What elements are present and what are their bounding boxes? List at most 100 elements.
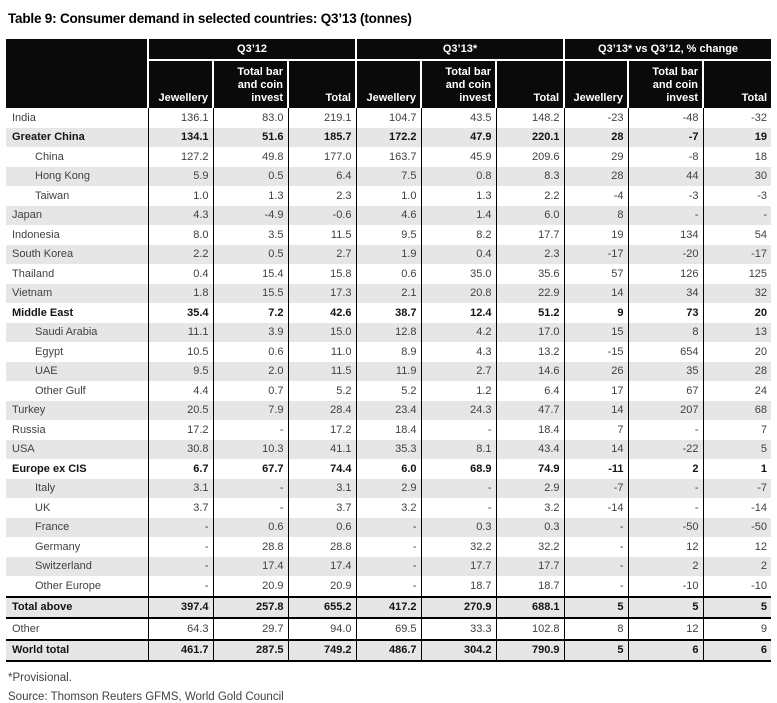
cell: 0.4 — [147, 264, 213, 284]
cell: - — [563, 517, 629, 537]
cell: 57 — [563, 264, 629, 284]
cell: 18.4 — [355, 420, 421, 440]
cell: 2.0 — [212, 361, 288, 381]
footnote-provisional: *Provisional. — [8, 672, 72, 684]
row-label: Russia — [12, 423, 46, 436]
cell: 14.6 — [495, 361, 565, 381]
cell: 8.1 — [420, 439, 496, 459]
cell: 8.9 — [355, 342, 421, 362]
cell: 3.1 — [287, 478, 356, 498]
cell: 68 — [702, 400, 772, 420]
cell: 0.5 — [212, 166, 288, 186]
cell: 43.4 — [495, 439, 565, 459]
cell: 18.7 — [495, 576, 565, 597]
cell: 12.8 — [355, 322, 421, 342]
cell: 20.9 — [212, 576, 288, 597]
cell: 397.4 — [147, 595, 213, 618]
cell: - — [212, 420, 288, 440]
cell: 2.3 — [287, 186, 356, 206]
table-row: Russia 17.2-17.2 18.4-18.4 7-7 — [6, 420, 772, 440]
cell: - — [563, 537, 629, 557]
cell: -7 — [563, 478, 629, 498]
cell: - — [355, 537, 421, 557]
cell: 29 — [563, 147, 629, 167]
cell: 13.2 — [495, 342, 565, 362]
cell: 17.2 — [147, 420, 213, 440]
cell: 35.4 — [147, 303, 213, 323]
row-label: Other — [6, 617, 148, 640]
cell: 11.9 — [355, 361, 421, 381]
cell: 5.9 — [147, 166, 213, 186]
cell: 44 — [627, 166, 704, 186]
cell: 2.2 — [147, 244, 213, 264]
cell: - — [420, 478, 496, 498]
cell: 35.3 — [355, 439, 421, 459]
cell: 64.3 — [147, 617, 213, 640]
table-row: France -0.6 0.6-0.3 0.3- -50 -50 — [6, 517, 772, 537]
cell: 2.9 — [355, 478, 421, 498]
cell: 14 — [563, 439, 629, 459]
cell: 28.4 — [287, 400, 356, 420]
cell: 49.8 — [212, 147, 288, 167]
cell: 7.5 — [355, 166, 421, 186]
consumer-demand-table: Q3’12 Q3’13* Q3’13* vs Q3’12, % change J… — [6, 39, 772, 662]
cell: 5.2 — [355, 381, 421, 401]
cell: 12 — [627, 617, 704, 640]
table-title: Table 9: Consumer demand in selected cou… — [8, 11, 412, 26]
cell: - — [702, 205, 772, 225]
cell: 22.9 — [495, 283, 565, 303]
cell: 4.4 — [147, 381, 213, 401]
cell: - — [627, 498, 704, 518]
cell: 219.1 — [287, 108, 356, 128]
column-header-total: Total — [287, 60, 356, 108]
cell: -15 — [563, 342, 629, 362]
cell: 17.7 — [495, 556, 565, 576]
cell: 0.6 — [355, 264, 421, 284]
cell: 0.8 — [420, 166, 496, 186]
cell: 32.2 — [420, 537, 496, 557]
cell: -3 — [702, 186, 772, 206]
table-row: Middle East 35.4 7.2 42.6 38.7 12.4 51.2 9 73 20 — [6, 303, 772, 323]
cell: 102.8 — [495, 617, 565, 640]
row-label: Middle East — [12, 306, 74, 319]
cell: 148.2 — [495, 108, 565, 128]
cell: 1.9 — [355, 244, 421, 264]
cell: 17.7 — [495, 225, 565, 245]
cell: 2 — [702, 556, 772, 576]
cell: 20.9 — [287, 576, 356, 597]
cell: 18.4 — [495, 420, 565, 440]
cell: 23.4 — [355, 400, 421, 420]
cell: 28 — [563, 166, 629, 186]
cell: 304.2 — [420, 638, 496, 662]
cell: -8 — [627, 147, 704, 167]
cell: 5 — [702, 439, 772, 459]
cell: -17 — [702, 244, 772, 264]
column-header-bar-coin: Total bar and coin invest — [212, 60, 288, 108]
row-label: Italy — [6, 478, 148, 498]
table-row: World total 461.7 287.5 749.2 486.7 304.2 790.… — [6, 638, 772, 662]
table-row: Indonesia 8.0 3.5 11.5 9.5 8.2 17.7 19 134 54 — [6, 225, 772, 245]
row-label: China — [35, 150, 64, 163]
cell: 6.0 — [495, 205, 565, 225]
table-row: Italy 3.1-3.1 2.9-2.9 -7- -7 — [6, 478, 772, 498]
row-label: Japan — [6, 205, 148, 225]
cell: 257.8 — [212, 595, 288, 618]
row-label: Other Europe — [35, 579, 102, 592]
cell: -0.6 — [287, 205, 356, 225]
table-row: Other Europe -20.9 20.9-18.7 18.7- -10 -10 — [6, 576, 772, 597]
table-row: Germany -28.8 28.8-32.2 32.2-12 12 — [6, 537, 772, 557]
cell: - — [147, 537, 213, 557]
cell: 45.9 — [420, 147, 496, 167]
row-label: Hong Kong — [6, 166, 148, 186]
cell: - — [355, 556, 421, 576]
cell: 486.7 — [355, 638, 421, 662]
cell: 26 — [563, 361, 629, 381]
cell: - — [563, 576, 629, 597]
table-row: Japan 4.3 -4.9 -0.6 4.6 1.4 6.0 8- - — [6, 205, 772, 225]
table-row: Saudi Arabia 11.1 3.9 15.0 12.8 4.2 17.0 15 8 13 — [6, 322, 772, 342]
cell: 94.0 — [287, 617, 356, 640]
cell: 32 — [702, 283, 772, 303]
cell: 2.9 — [495, 478, 565, 498]
cell: 42.6 — [287, 303, 356, 323]
cell: 3.2 — [355, 498, 421, 518]
